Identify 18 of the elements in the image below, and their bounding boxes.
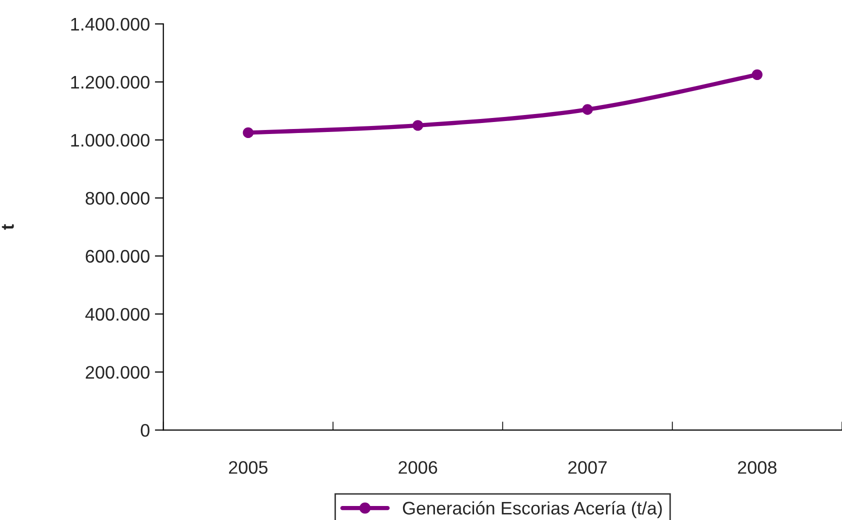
y-tick-label: 800.000 bbox=[86, 192, 150, 205]
point bbox=[242, 127, 254, 138]
x-tick-label: 2005 bbox=[229, 461, 268, 474]
point bbox=[752, 69, 763, 80]
y-tick-label: 1.200.000 bbox=[71, 76, 150, 89]
y-tick-label: 1.000.000 bbox=[71, 134, 150, 147]
point bbox=[582, 104, 593, 115]
x-tick-label: 2008 bbox=[738, 461, 776, 474]
y-tick-label: 1.400.000 bbox=[71, 18, 150, 31]
legend-label: Generación Escorias Acería (t/a) bbox=[402, 501, 662, 518]
y-tick-label: 600.000 bbox=[86, 250, 150, 263]
x-tick-label: 2007 bbox=[568, 461, 607, 474]
y-tick-label: 200.000 bbox=[86, 366, 150, 379]
y-tick-label: 0 bbox=[140, 424, 150, 437]
y-tick-label: 400.000 bbox=[85, 308, 150, 321]
point bbox=[412, 120, 424, 131]
y-axis-title: t bbox=[2, 224, 14, 230]
x-tick-label: 2006 bbox=[398, 461, 438, 474]
